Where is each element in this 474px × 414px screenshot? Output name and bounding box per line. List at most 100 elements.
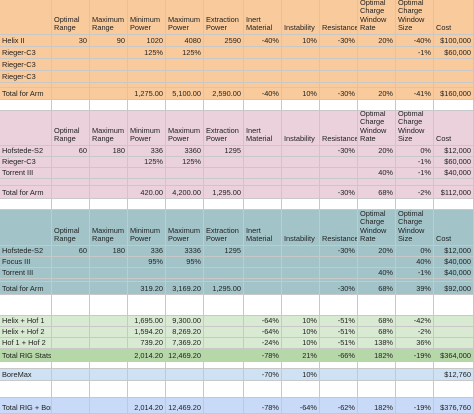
cell <box>128 381 166 398</box>
cell: 10% <box>282 369 320 381</box>
cell: 2,590.00 <box>204 88 244 100</box>
cell: -41% <box>396 88 434 100</box>
cell: -51% <box>320 316 358 327</box>
cell: 420.00 <box>128 186 166 199</box>
cell: 2,014.20 <box>128 398 166 414</box>
cell: 95% <box>128 257 166 268</box>
cell: 21% <box>282 349 320 362</box>
header-cell: Optimal Charge Window Size <box>396 0 434 35</box>
header-cell: Cost <box>434 0 474 35</box>
cell <box>52 157 90 168</box>
cell: 2,014.20 <box>128 349 166 362</box>
cell <box>320 47 358 59</box>
cell <box>128 295 166 316</box>
cell <box>282 257 320 268</box>
cell: -66% <box>320 349 358 362</box>
cell: -30% <box>320 146 358 157</box>
cell <box>244 257 282 268</box>
cell: 3360 <box>166 146 204 157</box>
cell <box>434 338 474 349</box>
cell <box>282 186 320 199</box>
cell <box>52 88 90 100</box>
cell <box>0 381 52 398</box>
cell: -62% <box>320 398 358 414</box>
cell <box>434 199 474 210</box>
cell <box>166 71 204 83</box>
cell <box>204 199 244 210</box>
cell <box>0 83 52 88</box>
cell <box>128 83 166 88</box>
cell <box>52 362 90 369</box>
data-row: Rieger-C3 125% 125% -1% $60,000 <box>0 47 474 59</box>
cell: 10% <box>282 35 320 47</box>
cell <box>90 157 128 168</box>
cell: $60,000 <box>434 47 474 59</box>
cell <box>166 199 204 210</box>
header-cell <box>0 111 52 146</box>
cell <box>396 100 434 111</box>
cell <box>128 71 166 83</box>
cell <box>396 381 434 398</box>
cell: 1,695.00 <box>128 316 166 327</box>
header-cell: Minimum Power <box>128 210 166 246</box>
data-row: Helix + Hof 2 1,594.20 8,269.20 -64% 10% -51%… <box>0 327 474 338</box>
cell <box>244 246 282 257</box>
cell: 0% <box>396 146 434 157</box>
cell: 40% <box>358 268 396 279</box>
cell: 3336 <box>166 246 204 257</box>
cell <box>204 295 244 316</box>
cell: Hofstede-S2 <box>0 146 52 157</box>
cell <box>244 168 282 179</box>
cell <box>90 316 128 327</box>
cell: 10% <box>282 316 320 327</box>
cell <box>396 362 434 369</box>
cell <box>320 268 358 279</box>
cell <box>244 282 282 295</box>
cell: 36% <box>396 338 434 349</box>
cell: $12,760 <box>434 369 474 381</box>
cell: 1,275.00 <box>128 88 166 100</box>
cell <box>0 362 52 369</box>
cell: -19% <box>396 349 434 362</box>
cell: 182% <box>358 349 396 362</box>
cell: 1,295.00 <box>204 186 244 199</box>
cell: -78% <box>244 349 282 362</box>
cell: -1% <box>396 168 434 179</box>
cell <box>396 279 434 282</box>
cell <box>52 316 90 327</box>
cell: -30% <box>320 35 358 47</box>
cell: -30% <box>320 246 358 257</box>
cell <box>396 199 434 210</box>
cell: 1,594.20 <box>128 327 166 338</box>
cell: 68% <box>358 282 396 295</box>
cell: -24% <box>244 338 282 349</box>
header-cell: Instability <box>282 111 320 146</box>
cell <box>244 47 282 59</box>
cell: 8,269.20 <box>166 327 204 338</box>
cell <box>52 168 90 179</box>
cell <box>204 338 244 349</box>
cell <box>320 100 358 111</box>
header-cell: Extraction Power <box>204 111 244 146</box>
cell: 125% <box>128 47 166 59</box>
cell: Helix + Hof 2 <box>0 327 52 338</box>
cell <box>90 257 128 268</box>
cell <box>358 59 396 71</box>
cell <box>358 157 396 168</box>
cell <box>434 71 474 83</box>
data-row: Rieger-C3 <box>0 59 474 71</box>
cell <box>166 59 204 71</box>
cell: 125% <box>128 157 166 168</box>
cell: 182% <box>358 398 396 414</box>
cell <box>244 179 282 186</box>
header-cell: Maximum Power <box>166 0 204 35</box>
blank-row <box>0 83 474 88</box>
cell: Total for Arm <box>0 186 52 199</box>
cell <box>52 279 90 282</box>
cell: -78% <box>244 398 282 414</box>
cell <box>0 295 52 316</box>
cell: 1295 <box>204 146 244 157</box>
cell: -40% <box>396 35 434 47</box>
blank-row <box>0 381 474 398</box>
